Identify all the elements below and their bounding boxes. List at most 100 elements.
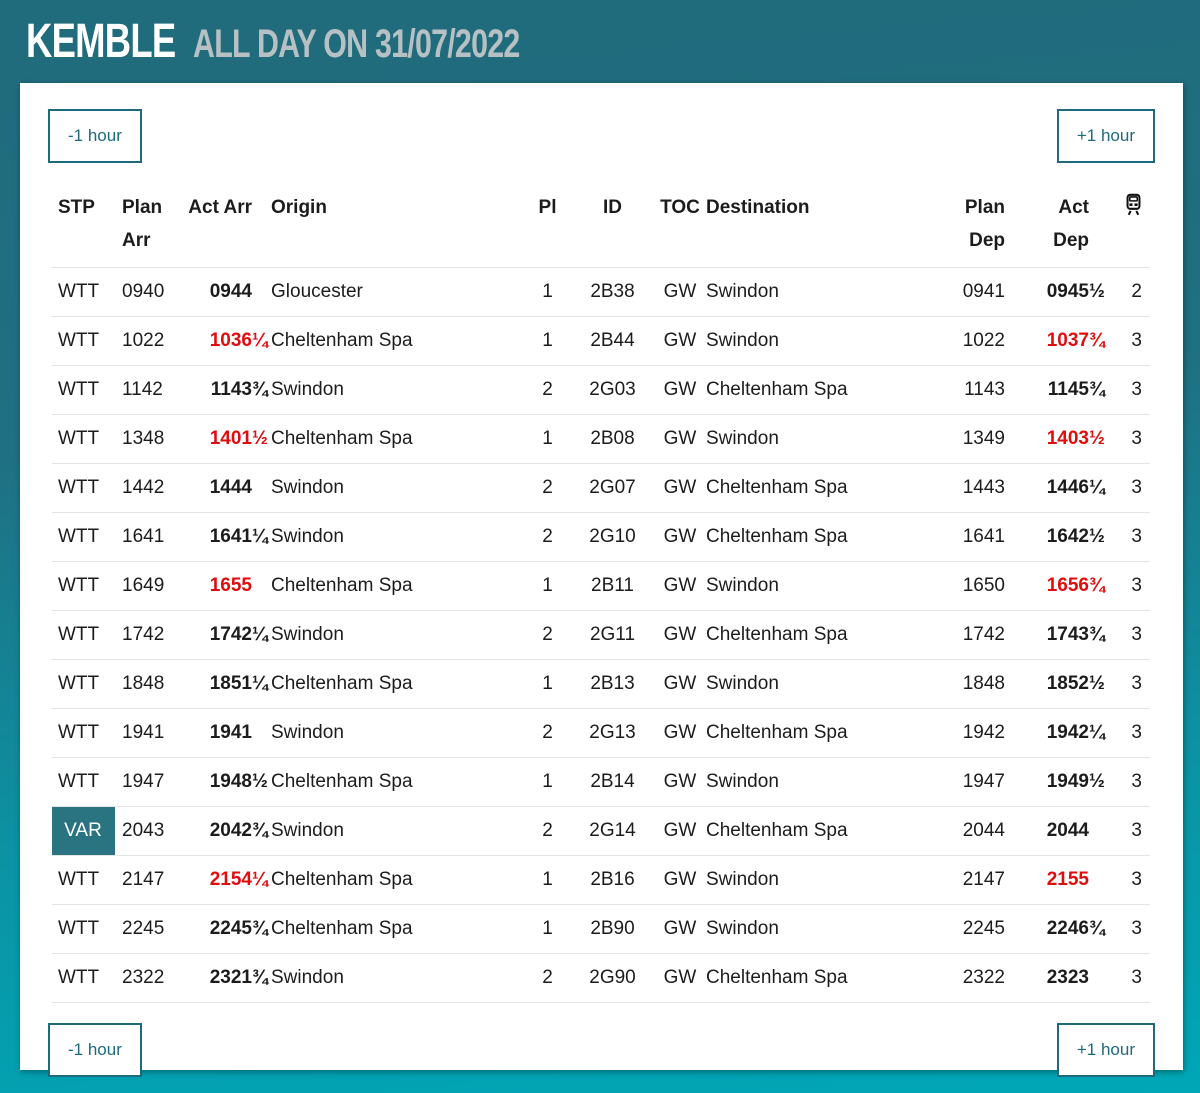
stp-cell: WTT	[52, 708, 115, 758]
platform-cell: 2	[525, 512, 570, 562]
header-stp: STP	[58, 197, 95, 218]
service-row[interactable]: WTT 1022 1036¼ Cheltenham Spa 1 2B44 GW Swindon…	[52, 316, 1150, 366]
service-row[interactable]: WTT 2322 2321¾ Swindon 2 2G90 GW Cheltenham Spa…	[52, 953, 1150, 1003]
act-arr-cell: 1851¼	[185, 659, 270, 709]
prev-hour-button-bottom[interactable]: -1 hour	[48, 1023, 142, 1077]
service-row[interactable]: WTT 2245 2245¾ Cheltenham Spa 1 2B90 GW Swindon…	[52, 904, 1150, 954]
coaches-cell: 3	[1107, 904, 1150, 954]
train-id-cell: 2G13	[570, 708, 655, 758]
header-act-dep: Act Dep	[1053, 197, 1089, 251]
service-row[interactable]: WTT 2147 2154¼ Cheltenham Spa 1 2B16 GW Swindon…	[52, 855, 1150, 905]
plan-dep-cell: 2044	[940, 806, 1008, 856]
coaches-cell: 3	[1107, 708, 1150, 758]
stp-cell: WTT	[52, 267, 115, 317]
platform-cell: 1	[525, 267, 570, 317]
coaches-cell: 3	[1107, 855, 1150, 905]
origin-cell: Cheltenham Spa	[270, 414, 525, 464]
act-dep-cell: 1852½	[1008, 659, 1107, 709]
coaches-cell: 3	[1107, 757, 1150, 807]
platform-cell: 2	[525, 953, 570, 1003]
plan-dep-cell: 1349	[940, 414, 1008, 464]
service-row[interactable]: WTT 1442 1444 Swindon 2 2G07 GW Cheltenham Spa 1…	[52, 463, 1150, 513]
toc-cell: GW	[655, 267, 705, 317]
service-row[interactable]: WTT 1142 1143¾ Swindon 2 2G03 GW Cheltenham Spa…	[52, 365, 1150, 415]
platform-cell: 1	[525, 757, 570, 807]
destination-cell: Cheltenham Spa	[705, 365, 940, 415]
platform-cell: 1	[525, 904, 570, 954]
next-hour-button-bottom[interactable]: +1 hour	[1056, 1023, 1155, 1077]
top-controls: -1 hour +1 hour	[20, 83, 1183, 163]
act-arr-cell: 2154¼	[185, 855, 270, 905]
next-hour-button[interactable]: +1 hour	[1056, 109, 1155, 163]
service-row[interactable]: VAR 2043 2042¾ Swindon 2 2G14 GW Cheltenham Spa…	[52, 806, 1150, 856]
service-row[interactable]: WTT 1348 1401½ Cheltenham Spa 1 2B08 GW Swindon…	[52, 414, 1150, 464]
toc-cell: GW	[655, 659, 705, 709]
prev-hour-button[interactable]: -1 hour	[48, 109, 142, 163]
act-arr-cell: 1742¼	[185, 610, 270, 660]
act-arr-cell: 2042¾	[185, 806, 270, 856]
service-row[interactable]: WTT 1947 1948½ Cheltenham Spa 1 2B14 GW Swindon…	[52, 757, 1150, 807]
toc-cell: GW	[655, 512, 705, 562]
header-toc: TOC	[660, 197, 700, 218]
train-id-cell: 2B11	[570, 561, 655, 611]
train-id-cell: 2G07	[570, 463, 655, 513]
origin-cell: Cheltenham Spa	[270, 855, 525, 905]
act-dep-cell: 0945½	[1008, 267, 1107, 317]
service-row[interactable]: WTT 1848 1851¼ Cheltenham Spa 1 2B13 GW Swindon…	[52, 659, 1150, 709]
act-dep-cell: 1743¾	[1008, 610, 1107, 660]
train-id-cell: 2G11	[570, 610, 655, 660]
plan-arr-cell: 2245	[115, 904, 185, 954]
stp-cell: WTT	[52, 610, 115, 660]
plan-dep-cell: 2245	[940, 904, 1008, 954]
train-id-cell: 2B38	[570, 267, 655, 317]
origin-cell: Swindon	[270, 708, 525, 758]
header-coaches	[1107, 163, 1150, 268]
destination-cell: Cheltenham Spa	[705, 610, 940, 660]
destination-cell: Swindon	[705, 904, 940, 954]
act-arr-cell: 1941	[185, 708, 270, 758]
plan-dep-cell: 1942	[940, 708, 1008, 758]
plan-arr-cell: 2147	[115, 855, 185, 905]
destination-cell: Cheltenham Spa	[705, 708, 940, 758]
service-row[interactable]: WTT 0940 0944 Gloucester 1 2B38 GW Swindon 0941 0…	[52, 267, 1150, 317]
train-id-cell: 2B44	[570, 316, 655, 366]
act-dep-cell: 1446¼	[1008, 463, 1107, 513]
plan-dep-cell: 1641	[940, 512, 1008, 562]
service-row[interactable]: WTT 1649 1655 Cheltenham Spa 1 2B11 GW Swindon 1…	[52, 561, 1150, 611]
act-dep-cell: 2246¾	[1008, 904, 1107, 954]
act-arr-cell: 2245¾	[185, 904, 270, 954]
train-id-cell: 2B90	[570, 904, 655, 954]
page-header: KEMBLE ALL DAY ON 31/07/2022	[0, 0, 1200, 83]
service-row[interactable]: WTT 1742 1742¼ Swindon 2 2G11 GW Cheltenham Spa…	[52, 610, 1150, 660]
act-arr-cell: 1641¼	[185, 512, 270, 562]
act-dep-cell: 2044	[1008, 806, 1107, 856]
plan-dep-cell: 1742	[940, 610, 1008, 660]
destination-cell: Cheltenham Spa	[705, 806, 940, 856]
plan-dep-cell: 1443	[940, 463, 1008, 513]
service-row[interactable]: WTT 1641 1641¼ Swindon 2 2G10 GW Cheltenham Spa…	[52, 512, 1150, 562]
destination-cell: Cheltenham Spa	[705, 953, 940, 1003]
stp-cell: WTT	[52, 659, 115, 709]
act-dep-cell: 1403½	[1008, 414, 1107, 464]
act-dep-cell: 1656¾	[1008, 561, 1107, 611]
plan-arr-cell: 2043	[115, 806, 185, 856]
plan-dep-cell: 1650	[940, 561, 1008, 611]
service-row[interactable]: WTT 1941 1941 Swindon 2 2G13 GW Cheltenham Spa 1…	[52, 708, 1150, 758]
table-header-row: STP Plan Arr Act Arr Origin Pl ID TOC De…	[52, 163, 1150, 268]
toc-cell: GW	[655, 610, 705, 660]
coaches-cell: 3	[1107, 414, 1150, 464]
platform-cell: 1	[525, 659, 570, 709]
plan-arr-cell: 0940	[115, 267, 185, 317]
origin-cell: Gloucester	[270, 267, 525, 317]
origin-cell: Swindon	[270, 610, 525, 660]
bottom-controls: -1 hour +1 hour	[20, 1003, 1183, 1077]
origin-cell: Swindon	[270, 463, 525, 513]
origin-cell: Swindon	[270, 806, 525, 856]
toc-cell: GW	[655, 561, 705, 611]
plan-arr-cell: 1022	[115, 316, 185, 366]
destination-cell: Swindon	[705, 757, 940, 807]
toc-cell: GW	[655, 708, 705, 758]
plan-arr-cell: 1649	[115, 561, 185, 611]
header-plan-dep: Plan Dep	[964, 197, 1005, 251]
stp-cell: WTT	[52, 316, 115, 366]
